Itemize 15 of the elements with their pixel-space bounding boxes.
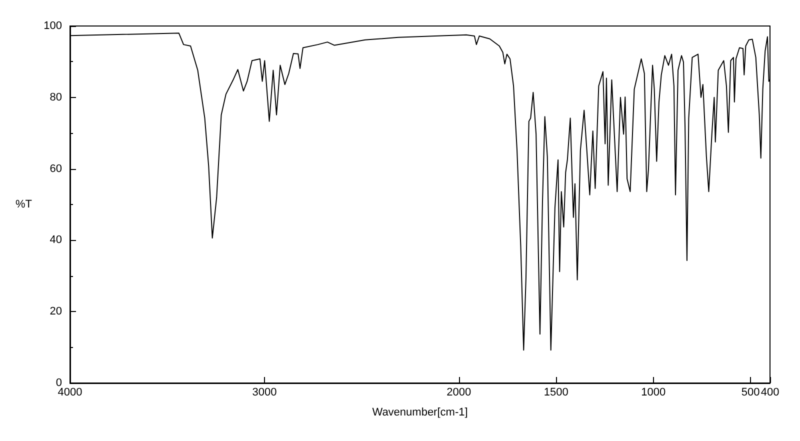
- x-tick-label: 1000: [641, 386, 666, 398]
- x-tick-label: 400: [760, 386, 780, 398]
- x-tick-label: 4000: [58, 386, 82, 398]
- x-axis-title: Wavenumber[cm-1]: [372, 406, 468, 418]
- x-tick-label: 1500: [544, 386, 568, 398]
- x-tick-label: 500: [741, 386, 760, 398]
- x-tick-label: 3000: [252, 386, 277, 398]
- y-tick-label: 20: [50, 306, 62, 318]
- y-tick-label: 40: [50, 234, 62, 246]
- y-tick-label: 0: [56, 377, 62, 389]
- y-tick-label: 80: [50, 91, 62, 104]
- y-axis-title: %T: [16, 198, 32, 210]
- y-tick-label: 100: [44, 20, 62, 32]
- x-tick-label: 2000: [446, 386, 472, 398]
- y-tick-label: 60: [50, 162, 62, 175]
